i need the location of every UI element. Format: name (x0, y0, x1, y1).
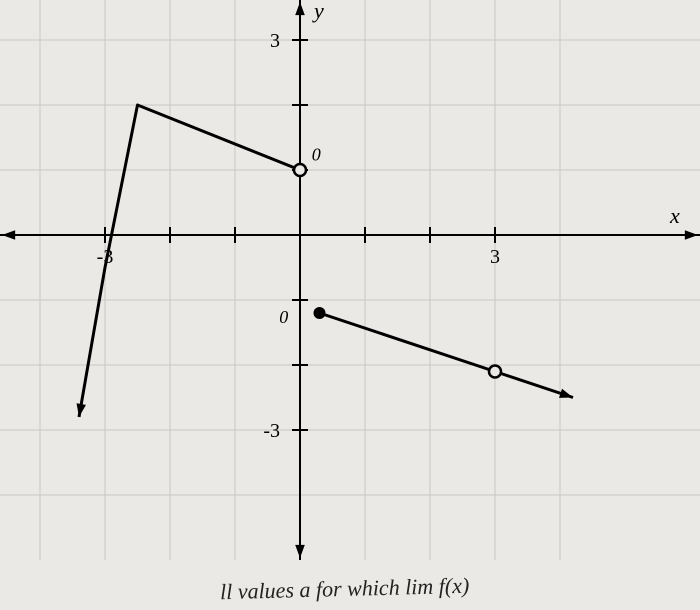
svg-text:0: 0 (279, 307, 288, 327)
svg-text:3: 3 (490, 246, 500, 268)
partial-caption: ll values a for which lim f(x) (220, 573, 470, 606)
svg-text:3: 3 (270, 30, 280, 52)
svg-text:-3: -3 (263, 420, 280, 442)
chart-container: 3-33-3yx00 (0, 0, 700, 565)
function-graph: 3-33-3yx00 (0, 0, 700, 560)
svg-text:x: x (669, 203, 680, 228)
svg-text:0: 0 (312, 144, 321, 164)
svg-text:y: y (312, 0, 324, 23)
